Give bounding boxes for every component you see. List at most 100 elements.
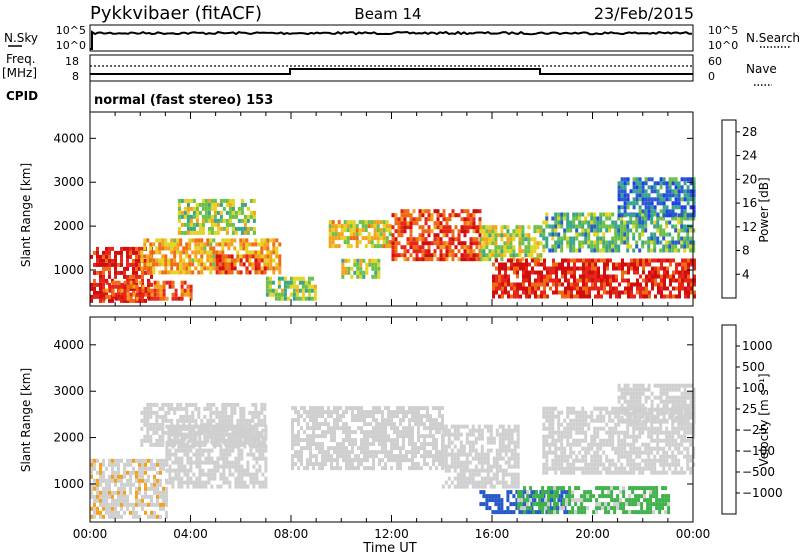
heatmap-cell [90,490,93,495]
heatmap-cell [318,442,321,447]
heatmap-cell [671,205,675,210]
heatmap-cell [492,294,495,299]
heatmap-cell [173,246,177,251]
heatmap-cell [644,240,648,245]
heatmap-cell [456,452,460,457]
heatmap-cell [681,274,684,279]
heatmap-cell [630,290,633,295]
heatmap-cell [538,506,542,511]
heatmap-cell [283,288,287,293]
heatmap-cell [498,456,502,461]
heatmap-cell [141,466,144,471]
heatmap-cell [686,197,690,202]
heatmap-cell [542,454,546,459]
heatmap-cell [268,284,272,289]
heatmap-cell [257,258,261,263]
heatmap-cell [291,426,294,431]
heatmap-cell [191,238,195,243]
heatmap-cell [182,422,186,427]
heatmap-cell [542,438,546,443]
heatmap-cell [99,482,102,487]
heatmap-cell [649,510,653,515]
heatmap-cell [126,458,129,463]
heatmap-cell [515,233,519,238]
heatmap-cell [197,410,201,415]
heatmap-cell [381,418,384,423]
heatmap-cell [143,434,147,439]
heatmap-cell [432,462,435,467]
heatmap-cell [167,426,171,431]
heatmap-cell [559,486,563,491]
heatmap-cell [114,258,117,263]
heatmap-cell [692,244,696,249]
heatmap-cell [627,294,630,299]
heatmap-cell [203,262,207,267]
heatmap-cell [542,434,546,439]
heatmap-cell [144,258,147,263]
heatmap-cell [191,258,195,263]
heatmap-cell [569,236,573,241]
heatmap-cell [367,240,371,245]
heatmap-cell [664,510,668,515]
heatmap-cell [576,286,579,291]
heatmap-cell [600,258,603,263]
heatmap-cell [294,442,297,447]
heatmap-cell [469,241,473,246]
heatmap-cell [566,442,570,447]
heatmap-cell [674,201,678,206]
heatmap-cell [441,424,445,429]
heatmap-cell [475,253,479,258]
heatmap-cell [551,414,555,419]
heatmap-cell [566,224,570,229]
heatmap-cell [541,510,545,515]
heatmap-cell [632,205,636,210]
heatmap-cell [554,458,558,463]
heatmap-cell [189,214,193,219]
heatmap-cell [439,225,443,230]
heatmap-cell [149,406,153,411]
heatmap-cell [143,422,147,427]
heatmap-cell [354,430,357,435]
heatmap-cell [604,486,608,491]
heatmap-cell [263,406,267,411]
heatmap-cell [442,217,446,222]
heatmap-cell [159,284,163,289]
heatmap-cell [135,514,138,519]
heatmap-cell [441,422,444,427]
heatmap-cell [513,286,516,291]
heatmap-cell [150,510,153,515]
heatmap-cell [680,236,684,241]
heatmap-cell [153,474,156,479]
heatmap-cell [90,494,93,499]
heatmap-cell [429,466,432,471]
heatmap-cell [465,436,469,441]
heatmap-cell [176,238,180,243]
heatmap-cell [474,452,478,457]
heatmap-cell [649,490,653,495]
heatmap-cell [346,220,350,225]
heatmap-cell [96,494,99,499]
heatmap-cell [387,410,390,415]
heatmap-cell [408,418,411,423]
heatmap-cell [266,238,270,243]
heatmap-cell [626,201,630,206]
heatmap-cell [321,406,324,411]
heatmap-cell [258,484,262,489]
heatmap-cell [441,428,445,433]
heatmap-cell [554,442,558,447]
heatmap-cell [572,224,576,229]
heatmap-cell [552,290,555,295]
heatmap-cell [343,224,347,229]
heatmap-cell [417,446,420,451]
heatmap-cell [432,442,435,447]
heatmap-cell [479,257,483,262]
heatmap-cell [516,460,520,465]
heatmap-cell [150,486,153,491]
heatmap-cell [649,486,653,491]
heatmap-cell [195,206,199,211]
heatmap-cell [373,220,377,225]
heatmap-cell [588,262,591,267]
heatmap-cell [351,406,354,411]
heatmap-cell [337,236,341,241]
power-heatmap [90,177,696,303]
